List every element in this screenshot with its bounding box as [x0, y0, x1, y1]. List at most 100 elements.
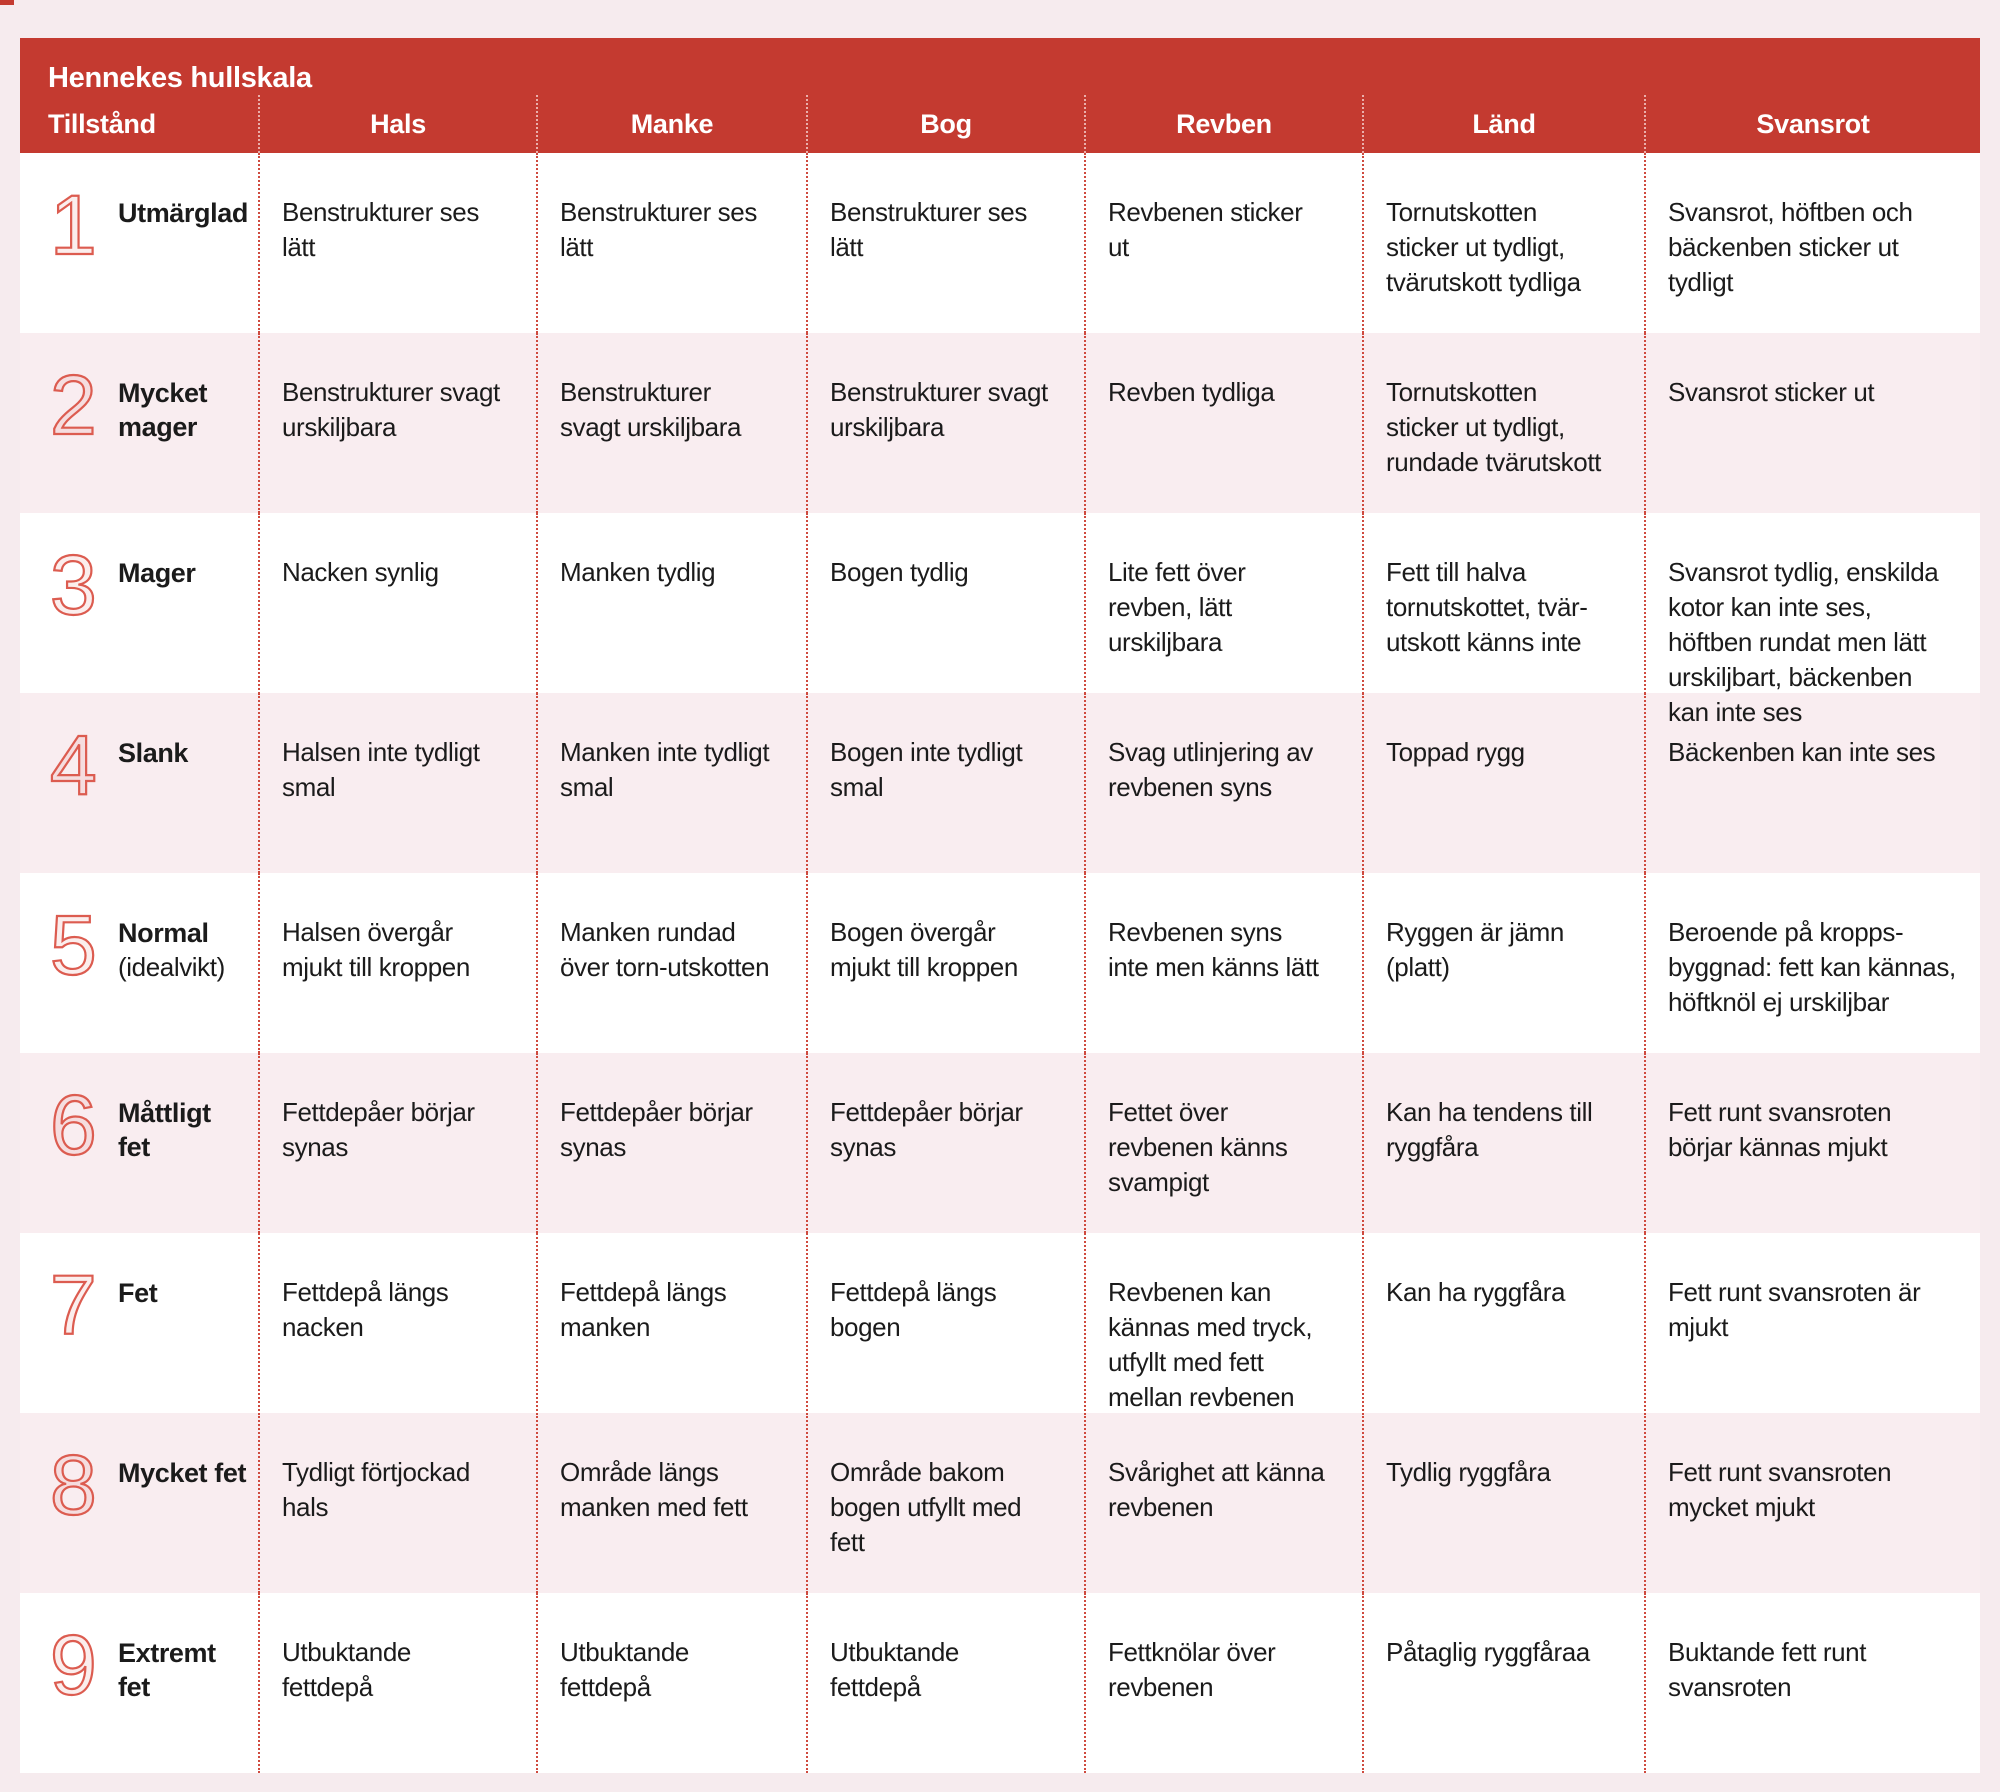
- column-header-manke: Manke: [536, 95, 806, 153]
- condition-label: Mycket fet: [118, 1456, 248, 1490]
- cell-revben: Lite fett över revben, lätt urskiljbara: [1084, 513, 1362, 730]
- cell-revben: Revbenen sticker ut: [1084, 153, 1362, 333]
- scale-number: 8: [49, 1438, 98, 1532]
- scale-number: 9: [49, 1618, 98, 1712]
- cell-land: Tydlig ryggfåra: [1362, 1413, 1644, 1593]
- cell-land: Toppad rygg: [1362, 693, 1644, 873]
- cell-hals: Nacken synlig: [258, 513, 536, 730]
- condition-label: Mager: [118, 556, 248, 590]
- cell-svansrot: Fett runt svansroten börjar kännas mjukt: [1644, 1053, 1980, 1233]
- cell-manke: Benstrukturer svagt urskiljbara: [536, 333, 806, 513]
- henneke-scale-table: Hennekes hullskala Tillstånd Hals Manke Bog…: [20, 38, 1980, 1773]
- cell-svansrot: Buktande fett runt svansroten: [1644, 1593, 1980, 1773]
- table-row-2: 2 Mycket mager Benstrukturer svagt urskilj…: [20, 333, 1980, 513]
- condition-label: Mycket mager: [118, 376, 248, 444]
- cell-bog: Fettdepå längs bogen: [806, 1233, 1084, 1415]
- cell-tillstand: 6 Måttligt fet: [20, 1053, 258, 1233]
- cell-svansrot: Fett runt svansroten är mjukt: [1644, 1233, 1980, 1415]
- cell-svansrot: Svansrot tydlig, enskilda kotor kan inte…: [1644, 513, 1980, 730]
- table-header: Hennekes hullskala Tillstånd Hals Manke Bog…: [20, 38, 1980, 153]
- cell-land: Ryggen är jämn (platt): [1362, 873, 1644, 1053]
- column-header-hals: Hals: [258, 95, 536, 153]
- column-header-revben: Revben: [1084, 95, 1362, 153]
- cell-hals: Fettdepå längs nacken: [258, 1233, 536, 1415]
- scale-number: 1: [49, 178, 98, 272]
- condition-name: Fet: [118, 1278, 158, 1308]
- column-header-bog: Bog: [806, 95, 1084, 153]
- column-header-svansrot: Svansrot: [1644, 95, 1980, 153]
- table-row-6: 6 Måttligt fet Fettdepåer börjar synas Fett…: [20, 1053, 1980, 1233]
- table-row-8: 8 Mycket fet Tydligt förtjockad hals Område…: [20, 1413, 1980, 1593]
- cell-tillstand: 9 Extremt fet: [20, 1593, 258, 1773]
- cell-hals: Benstrukturer svagt urskiljbara: [258, 333, 536, 513]
- cell-land: Kan ha ryggfåra: [1362, 1233, 1644, 1415]
- cell-hals: Utbuktande fettdepå: [258, 1593, 536, 1773]
- condition-name: Mycket fet: [118, 1458, 247, 1488]
- cell-tillstand: 2 Mycket mager: [20, 333, 258, 513]
- cell-tillstand: 3 Mager: [20, 513, 258, 730]
- table-title: Hennekes hullskala: [48, 62, 312, 94]
- cell-bog: Benstrukturer ses lätt: [806, 153, 1084, 333]
- condition-label: Utmärglad: [118, 196, 248, 230]
- cell-manke: Benstrukturer ses lätt: [536, 153, 806, 333]
- cell-land: Påtaglig ryggfåraa: [1362, 1593, 1644, 1773]
- cell-hals: Halsen övergår mjukt till kroppen: [258, 873, 536, 1053]
- scale-number: 4: [49, 718, 98, 812]
- condition-label: Måttligt fet: [118, 1096, 248, 1164]
- condition-label: Extremt fet: [118, 1636, 248, 1704]
- cell-revben: Fettet över revbenen känns svampigt: [1084, 1053, 1362, 1233]
- cell-land: Tornutskotten sticker ut tydligt, rundad…: [1362, 333, 1644, 513]
- cell-svansrot: Fett runt svansroten mycket mjukt: [1644, 1413, 1980, 1593]
- condition-name: Extremt fet: [118, 1638, 216, 1702]
- cell-tillstand: 1 Utmärglad: [20, 153, 258, 333]
- cell-hals: Halsen inte tydligt smal: [258, 693, 536, 873]
- condition-name: Måttligt fet: [118, 1098, 211, 1162]
- condition-subname: (idealvikt): [118, 952, 225, 982]
- top-left-accent-mark: [0, 0, 14, 5]
- cell-svansrot: Bäckenben kan inte ses: [1644, 693, 1980, 873]
- cell-revben: Fettknölar över revbenen: [1084, 1593, 1362, 1773]
- cell-manke: Manken rundad över torn-utskotten: [536, 873, 806, 1053]
- condition-label: Fet: [118, 1276, 248, 1310]
- cell-manke: Fettdepå längs manken: [536, 1233, 806, 1415]
- table-title-row: Hennekes hullskala: [20, 38, 1980, 95]
- scale-number: 3: [49, 538, 98, 632]
- condition-label: Slank: [118, 736, 248, 770]
- cell-land: Kan ha tendens till ryggfåra: [1362, 1053, 1644, 1233]
- cell-bog: Benstrukturer svagt urskiljbara: [806, 333, 1084, 513]
- scale-number: 6: [49, 1078, 98, 1172]
- cell-hals: Fettdepåer börjar synas: [258, 1053, 536, 1233]
- cell-manke: Manken inte tydligt smal: [536, 693, 806, 873]
- column-header-row: Tillstånd Hals Manke Bog Revben Länd Svansrot: [20, 95, 1980, 153]
- table-row-4: 4 Slank Halsen inte tydligt smal Manken int…: [20, 693, 1980, 873]
- scale-number: 5: [49, 898, 98, 992]
- cell-bog: Fettdepåer börjar synas: [806, 1053, 1084, 1233]
- cell-manke: Fettdepåer börjar synas: [536, 1053, 806, 1233]
- cell-revben: Svårighet att känna revbenen: [1084, 1413, 1362, 1593]
- column-header-tillstand: Tillstånd: [48, 108, 156, 139]
- cell-tillstand: 8 Mycket fet: [20, 1413, 258, 1593]
- scale-number: 2: [49, 358, 98, 452]
- table-row-9: 9 Extremt fet Utbuktande fettdepå Utbuktand…: [20, 1593, 1980, 1773]
- table-row-3: 3 Mager Nacken synlig Manken tydlig Bogen ty…: [20, 513, 1980, 730]
- table-row-7: 7 Fet Fettdepå längs nacken Fettdepå längs …: [20, 1233, 1980, 1415]
- cell-bog: Bogen inte tydligt smal: [806, 693, 1084, 873]
- cell-revben: Svag utlinjering av revbenen syns: [1084, 693, 1362, 873]
- condition-name: Slank: [118, 738, 189, 768]
- condition-name: Mager: [118, 558, 196, 588]
- cell-tillstand: 7 Fet: [20, 1233, 258, 1415]
- cell-bog: Utbuktande fettdepå: [806, 1593, 1084, 1773]
- cell-svansrot: Svansrot, höftben och bäckenben sticker …: [1644, 153, 1980, 333]
- table-row-5: 5 Normal (idealvikt) Halsen övergår mjukt t…: [20, 873, 1980, 1053]
- scale-number: 7: [49, 1258, 98, 1352]
- cell-land: Fett till halva tornutskottet, tvär-utsk…: [1362, 513, 1644, 730]
- cell-tillstand: 5 Normal (idealvikt): [20, 873, 258, 1053]
- cell-revben: Revben tydliga: [1084, 333, 1362, 513]
- cell-land: Tornutskotten sticker ut tydligt, tvärut…: [1362, 153, 1644, 333]
- cell-bog: Bogen övergår mjukt till kroppen: [806, 873, 1084, 1053]
- cell-bog: Område bakom bogen utfyllt med fett: [806, 1413, 1084, 1593]
- column-header-land: Länd: [1362, 95, 1644, 153]
- table-row-1: 1 Utmärglad Benstrukturer ses lätt Benstruk…: [20, 153, 1980, 333]
- cell-manke: Område längs manken med fett: [536, 1413, 806, 1593]
- cell-svansrot: Svansrot sticker ut: [1644, 333, 1980, 513]
